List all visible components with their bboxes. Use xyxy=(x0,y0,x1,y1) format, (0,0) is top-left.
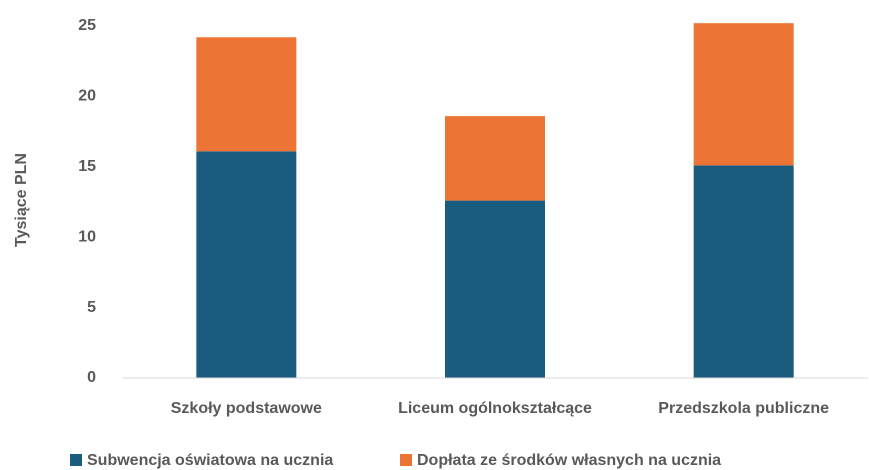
y-tick-label: 5 xyxy=(87,299,96,316)
y-tick-label: 15 xyxy=(78,158,96,175)
bar-segment xyxy=(196,151,297,378)
bar-segment xyxy=(693,23,794,166)
legend-label: Subwencja oświatowa na ucznia xyxy=(87,452,333,469)
y-tick-label: 10 xyxy=(78,228,96,245)
x-tick-label: Przedszkola publiczne xyxy=(658,400,829,417)
bar-segment xyxy=(693,165,794,378)
x-tick-label: Liceum ogólnokształcące xyxy=(398,400,592,417)
y-tick-label: 25 xyxy=(78,17,96,34)
bar-segment xyxy=(196,37,297,152)
legend-swatch xyxy=(70,454,82,466)
y-tick-label: 20 xyxy=(78,88,96,105)
y-tick-label: 0 xyxy=(87,369,96,386)
bar-segment xyxy=(445,200,545,378)
x-tick-label: Szkoły podstawowe xyxy=(171,400,322,417)
legend-label: Dopłata ze środków własnych na ucznia xyxy=(417,452,721,469)
y-axis-label: Tysiące PLN xyxy=(13,153,30,247)
legend-swatch xyxy=(400,454,412,466)
bar-segment xyxy=(445,116,545,201)
